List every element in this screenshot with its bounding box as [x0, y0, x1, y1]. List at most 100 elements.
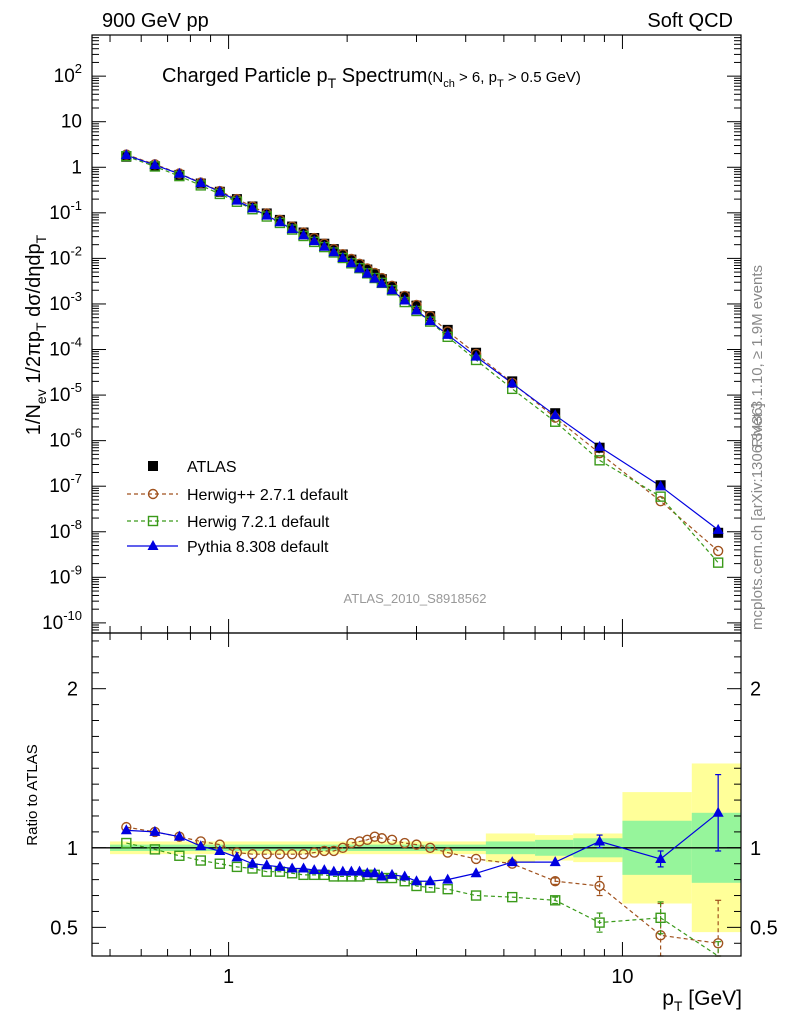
legend-marker [147, 515, 159, 527]
ratio-data-point [399, 870, 411, 881]
main-data-point [712, 557, 724, 568]
ratio-data-point [337, 865, 349, 876]
ratio-y-tick-label-left: 1 [67, 838, 78, 860]
main-y-tick-label: 10-5 [49, 380, 82, 406]
main-data-point [328, 246, 340, 257]
main-data-point [195, 177, 207, 188]
main-data-point [549, 409, 561, 420]
ratio-data-point [121, 837, 132, 849]
main-data-point [594, 440, 606, 451]
ratio-data-point [442, 873, 454, 884]
ratio-data-point [361, 867, 373, 878]
main-y-tick-label: 10-2 [49, 243, 82, 269]
ratio-y-tick-label-right: 2 [750, 679, 761, 701]
ratio-data-point [594, 880, 605, 892]
ratio-data-point [386, 834, 398, 846]
main-y-tick-label: 1 [71, 157, 82, 178]
ratio-data-point [594, 917, 605, 928]
ratio-data-point [214, 844, 226, 855]
legend-marker [148, 461, 158, 471]
main-data-point [286, 223, 298, 234]
ratio-data-point [594, 835, 606, 846]
legend: ATLAS Herwig++ 2.7.1 default Herwig 7.2.1 … [127, 459, 349, 556]
axis-ticks [92, 34, 742, 956]
main-data-point [173, 167, 185, 178]
main-data-point [298, 229, 310, 240]
legend-entry-label: Herwig++ 2.7.1 default [187, 487, 349, 504]
main-y-tick-label: 10-3 [49, 289, 82, 315]
header-category-label: Soft QCD [647, 10, 733, 32]
main-data-point [594, 455, 605, 466]
main-data-point [424, 315, 436, 326]
ratio-data-point [318, 864, 330, 875]
ratio-y-axis-label: Ratio to ATLAS [24, 744, 41, 845]
ratio-data-point [712, 938, 724, 949]
main-data-point [261, 209, 273, 220]
ratio-data-point [376, 833, 388, 844]
main-y-tick-label: 10 [61, 112, 82, 133]
main-data-point [411, 304, 422, 315]
main-data-point [470, 350, 482, 361]
ratio-data-point [411, 839, 422, 850]
ratio-data-point [298, 848, 309, 860]
header-energy-label: 900 GeV pp [102, 10, 209, 32]
legend-marker [147, 488, 159, 500]
ratio-data-point [195, 855, 206, 866]
ratio-data-point [442, 883, 453, 895]
main-y-tick-label: 10-1 [49, 198, 82, 224]
main-data-point [274, 216, 286, 227]
ratio-data-point [149, 825, 161, 836]
main-data-point [120, 149, 132, 160]
ratio-panel-frame [91, 632, 742, 957]
ratio-data-point [655, 852, 667, 863]
main-data-point [318, 240, 330, 251]
main-y-tick-label: 10-10 [42, 608, 82, 634]
ratio-uncertainty-bands [92, 763, 741, 933]
ratio-y-tick-label-left: 0.5 [50, 917, 78, 939]
ratio-data-point [507, 891, 518, 903]
x-tick-label: 10 [611, 966, 633, 988]
ratio-y-tick-label-right: 0.5 [750, 917, 778, 939]
ratio-data-point [354, 836, 365, 847]
ratio-data-point [424, 875, 436, 886]
main-data-point [149, 159, 161, 170]
ratio-data-point [174, 850, 185, 861]
ratio-data-point [246, 857, 258, 868]
ratio-data-point [120, 824, 132, 835]
ratio-data-point [470, 867, 482, 878]
main-data-point [655, 491, 666, 502]
ratio-data-point [328, 865, 340, 876]
ratio-data-point [308, 864, 320, 875]
ratio-data-point [337, 842, 349, 854]
ratio-data-point [298, 862, 310, 873]
ratio-data-point [173, 830, 185, 841]
axis-tick-labels: 1 10 10-10 10-9 10-8 10-7 10-6 10-5 10-4 10-3 10-2… [42, 61, 778, 988]
main-data-point [354, 262, 366, 273]
main-data-point [361, 267, 373, 278]
main-data-point [214, 185, 226, 196]
ratio-data-point [309, 847, 320, 858]
ratio-data-point [424, 842, 436, 854]
ratio-data-point [214, 858, 226, 869]
x-tick-label: 1 [223, 966, 234, 988]
ratio-data-point [369, 831, 380, 842]
ratio-data-point [550, 895, 561, 906]
ratio-data-point [506, 856, 518, 867]
main-data-point [399, 294, 411, 305]
ratio-data-point [345, 865, 357, 876]
main-data-point [376, 277, 388, 288]
main-data-point [712, 545, 724, 557]
ratio-data-point [369, 867, 381, 878]
main-data-point [369, 272, 381, 283]
mcplots-reference-label: mcplots.cern.ch [arXiv:1306.3436] [749, 403, 766, 630]
main-y-axis-label: 1/Nev 1/2πpT dσ/dηdpT [23, 234, 49, 435]
ratio-data-point [411, 875, 422, 886]
ratio-y-tick-label-right: 1 [750, 838, 761, 860]
ratio-data-point [442, 847, 453, 858]
main-data-point [712, 523, 724, 534]
rivet-version-label: Rivet 3.1.10, ≥ 1.9M events [749, 265, 766, 448]
x-axis-label: pT [GeV] [662, 987, 742, 1014]
main-y-tick-label: 10-8 [49, 517, 82, 543]
ratio-data-point [286, 862, 298, 873]
